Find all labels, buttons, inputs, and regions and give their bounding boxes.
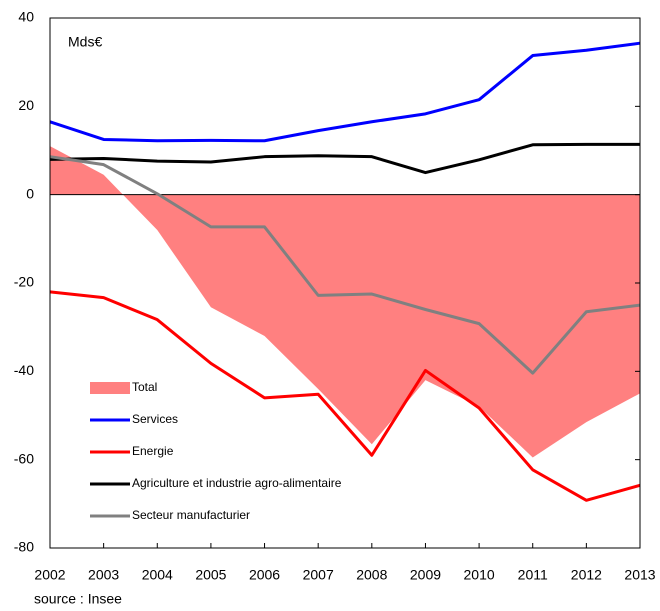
legend-label: Agriculture et industrie agro-alimentair… [132, 476, 342, 490]
y-tick-label: -20 [14, 274, 34, 290]
x-tick-label: 2009 [410, 567, 441, 583]
x-tick-label: 2007 [303, 567, 334, 583]
x-tick-label: 2006 [249, 567, 280, 583]
x-tick-label: 2005 [195, 567, 226, 583]
legend-label: Energie [132, 444, 174, 458]
line [49, 41, 641, 143]
line [49, 142, 640, 175]
y-tick-label: 0 [26, 185, 34, 201]
x-tick-label: 2008 [356, 567, 387, 583]
x-tick-label: 2011 [518, 567, 548, 583]
y-tick-label: 20 [18, 97, 34, 113]
legend-swatch [90, 382, 130, 394]
line [49, 155, 641, 375]
x-tick-label: 2004 [142, 567, 173, 583]
area [50, 146, 640, 458]
x-tick-label: 2003 [88, 567, 119, 583]
x-tick-label: 2012 [571, 567, 602, 583]
y-tick-label: 40 [18, 9, 34, 25]
x-tick-label: 2002 [34, 567, 65, 583]
line [49, 290, 641, 502]
legend-label: Services [132, 412, 178, 426]
legend-label: Secteur manufacturier [132, 508, 250, 522]
y-tick-label: -40 [14, 362, 34, 378]
x-tick-label: 2010 [464, 567, 495, 583]
unit-annotation: Mds€ [68, 34, 102, 50]
y-tick-label: -80 [14, 539, 34, 555]
source-note: source : Insee [34, 591, 122, 607]
y-tick-label: -60 [14, 450, 34, 466]
x-tick-label: 2013 [624, 567, 655, 583]
legend-label: Total [132, 380, 157, 394]
